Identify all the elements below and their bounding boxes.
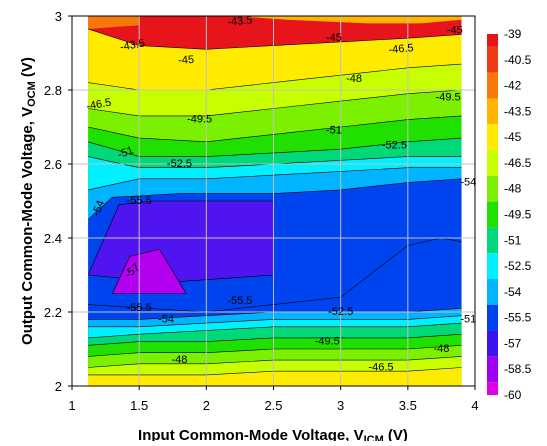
contour-label: -45: [178, 54, 195, 67]
colorbar-tick-label: -57: [504, 336, 522, 350]
x-axis-label-main: Input Common-Mode Voltage, V: [138, 427, 364, 441]
x-tick-label: 2.5: [264, 398, 282, 413]
colorbar-swatch: [487, 124, 498, 151]
colorbar-swatch: [487, 175, 498, 202]
contour-label: -43.5: [119, 37, 146, 53]
colorbar-tick-label: -55.5: [504, 311, 532, 325]
colorbar-tick-label: -52.5: [504, 259, 532, 273]
contour-label: -46.5: [368, 361, 393, 373]
colorbar-swatch: [487, 150, 498, 176]
band--43.5: [88, 16, 462, 24]
y-axis-label-sub: OCM: [26, 81, 38, 107]
contour-label: -54: [460, 176, 476, 188]
band--57: [88, 200, 274, 283]
colorbar-swatch: [487, 304, 498, 331]
y-tick-label: 2.6: [44, 157, 62, 172]
colorbar-swatch: [487, 382, 498, 395]
band--58.5: [111, 248, 187, 294]
band--42: [88, 16, 140, 29]
x-tick-label: 3.5: [399, 398, 417, 413]
contour-label: -49.5: [315, 336, 340, 348]
contour-label: -51: [326, 125, 342, 137]
x-tick-label: 1: [68, 398, 75, 413]
colorbar-swatch: [487, 72, 498, 99]
colorbar-tick-label: -60: [504, 388, 522, 402]
x-axis-label: Input Common-Mode Voltage, VICM (V): [138, 427, 408, 441]
contour-label: -55.5: [127, 195, 152, 207]
x-tick-label: 4: [471, 398, 478, 413]
x-tick-label: 3: [337, 398, 344, 413]
colorbar-swatch: [487, 34, 498, 47]
contour-label: -46.5: [388, 42, 414, 56]
colorbar-tick-label: -43.5: [504, 104, 532, 118]
colorbar-tick-label: -54: [504, 285, 522, 299]
colorbar-tick-label: -48: [504, 182, 522, 196]
contour-label: -49.5: [187, 114, 212, 126]
colorbar-swatch: [487, 46, 498, 73]
contour-label: -54: [158, 313, 174, 325]
colorbar-tick-label: -51: [504, 233, 522, 247]
y-tick-label: 2.8: [44, 83, 62, 98]
x-axis-label-sub: ICM: [364, 434, 384, 441]
colorbar-tick-label: -40.5: [504, 53, 532, 67]
contour-label: -51: [460, 313, 476, 325]
contour-label: -54: [90, 199, 107, 218]
colorbar-swatch: [487, 227, 498, 254]
y-tick-label: 2.2: [44, 305, 62, 320]
colorbar-swatch: [487, 356, 498, 383]
contour-label: -43.5: [227, 14, 253, 28]
y-tick-label: 2.4: [44, 231, 62, 246]
contour-label: -51: [116, 144, 135, 161]
colorbar-swatch: [487, 330, 498, 357]
colorbar-tick-label: -46.5: [504, 156, 532, 170]
contour-label: -55.5: [227, 295, 252, 307]
colorbar-swatch: [487, 253, 498, 279]
x-tick-label: 2: [203, 398, 210, 413]
colorbar-swatch: [487, 98, 498, 125]
x-tick-label: 1.5: [130, 398, 148, 413]
x-axis-label-tail: (V): [384, 427, 408, 441]
contour-label: -52.5: [167, 158, 192, 170]
colorbar-swatch: [487, 201, 498, 228]
contour-label: -45: [326, 32, 342, 44]
colorbar-tick-label: -45: [504, 130, 522, 144]
colorbar-tick-label: -49.5: [504, 208, 532, 222]
colorbar-tick-label: -58.5: [504, 362, 532, 376]
contour-label: -45: [447, 25, 463, 37]
y-axis-label-tail: (V): [19, 57, 36, 81]
contour-label: -55.5: [127, 302, 152, 314]
colorbar: -39 -40.5 -42 -43.5 -45 -46.5 -48 -49.5 -51 -52.5…: [487, 27, 532, 402]
colorbar-tick-label: -39: [504, 27, 522, 41]
y-axis-label: Output Common-Mode Voltage, VOCM (V): [19, 57, 38, 345]
y-tick-label: 2: [55, 379, 62, 394]
contour-label: -49.5: [436, 91, 461, 103]
y-axis-label-main: Output Common-Mode Voltage, V: [19, 107, 36, 345]
colorbar-swatch: [487, 278, 498, 305]
contour-label: -46.5: [85, 97, 112, 113]
contour-label: -48: [346, 73, 362, 85]
y-tick-label: 3: [55, 9, 62, 24]
contour-label: -52.5: [328, 306, 353, 318]
contour-label: -52.5: [382, 139, 407, 151]
contour-label: -48: [433, 343, 449, 355]
contour-label: -48: [172, 354, 188, 366]
colorbar-tick-label: -42: [504, 79, 522, 93]
band-bottom: [88, 380, 462, 386]
